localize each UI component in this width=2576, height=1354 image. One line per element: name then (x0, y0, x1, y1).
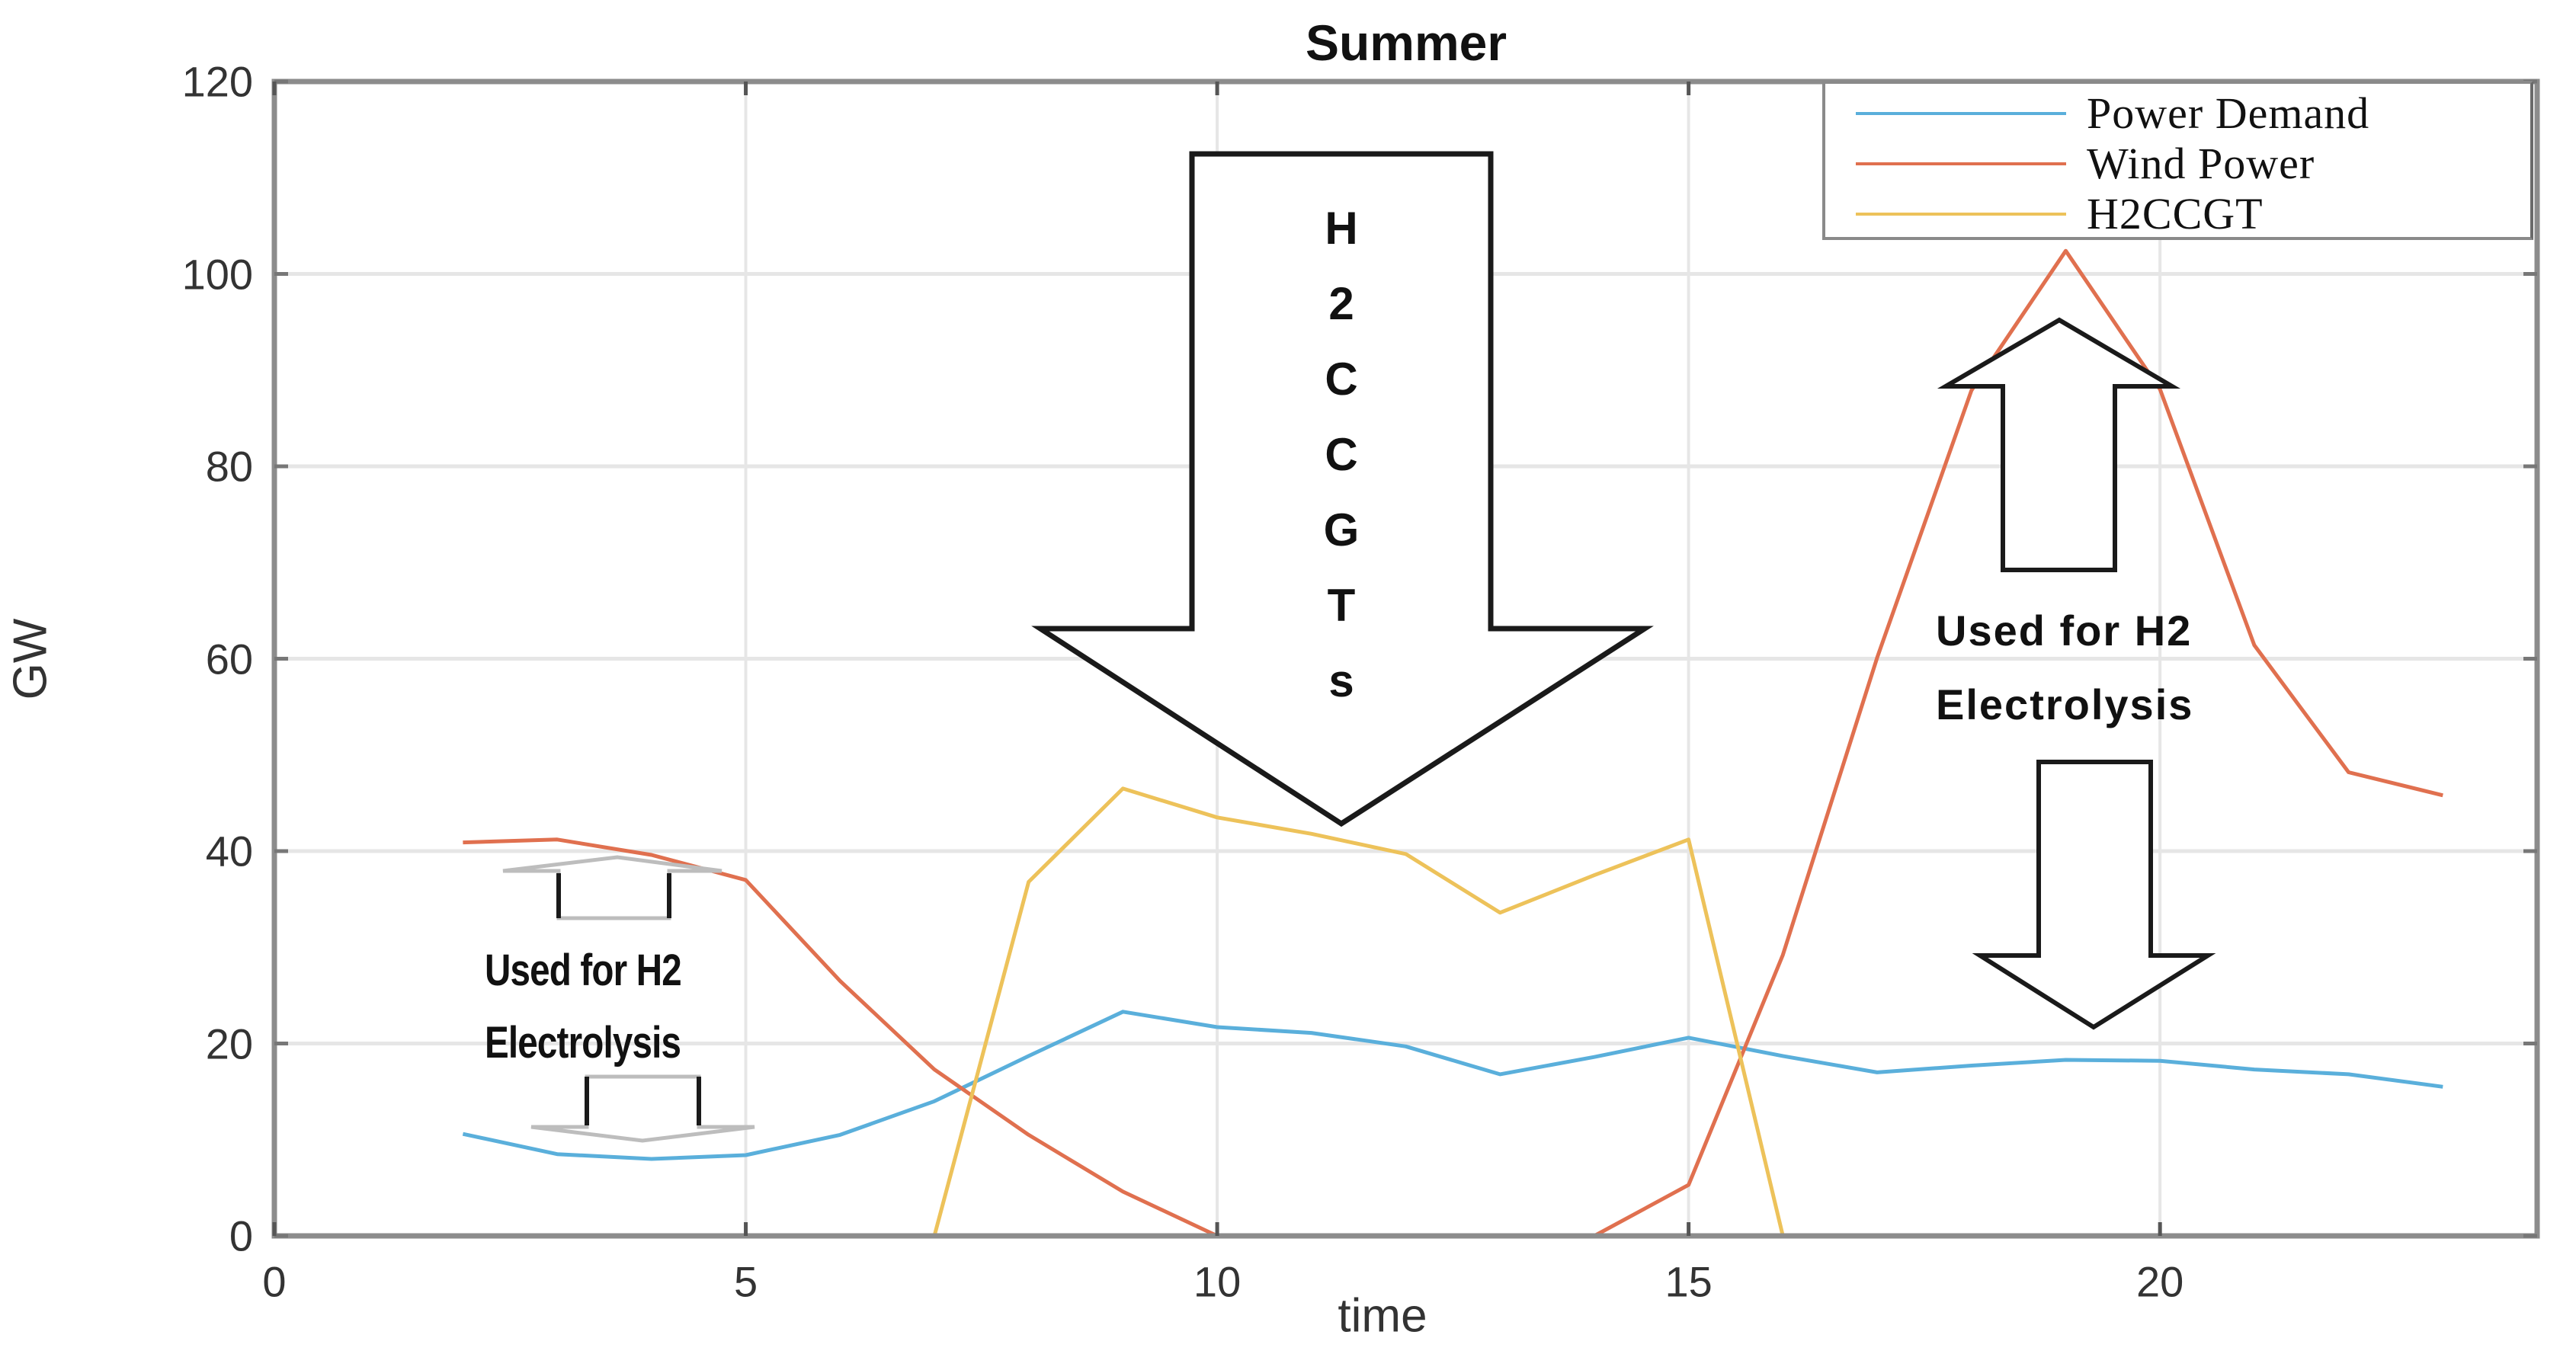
h2ccgts-vertical-label: H 2 C C G T s (1296, 190, 1387, 719)
legend-label: Wind Power (2087, 139, 2315, 188)
h2ccgt-down-arrow-icon (1031, 151, 1654, 827)
x-axis-label: time (1338, 1289, 1427, 1343)
chart-title: Summer (1305, 14, 1507, 71)
h2ccgts-letter: G (1323, 504, 1360, 555)
y-tick-label: 20 (205, 1020, 253, 1068)
y-tick-label: 40 (205, 827, 253, 875)
legend-item-power-demand: Power Demand (1825, 88, 2530, 139)
legend-item-wind-power: Wind Power (1825, 139, 2530, 189)
series-line-power-demand (462, 1010, 2443, 1161)
right-annotation-line1: Used for H2 (1936, 607, 2193, 655)
right-up-arrow-icon (1937, 317, 2181, 572)
x-tick-label: 5 (733, 1257, 758, 1306)
h2ccgts-letter: s (1328, 655, 1354, 706)
left-annotation-line2: Electrolysis (485, 1018, 681, 1068)
right-annotation-line2: Electrolysis (1936, 680, 2194, 728)
x-tick-label: 0 (262, 1257, 287, 1306)
legend-swatch-h2ccgt (1856, 213, 2066, 216)
legend-label: H2CCGT (2087, 189, 2264, 238)
left-up-arrow-icon (502, 855, 722, 920)
y-tick-label: 100 (181, 250, 253, 298)
legend-swatch-wind-power (1856, 162, 2066, 165)
x-tick-label: 15 (1664, 1257, 1713, 1306)
h2ccgts-letter: H (1325, 203, 1358, 254)
legend-swatch-power-demand (1856, 112, 2066, 115)
right-down-arrow-icon (1972, 760, 2216, 1030)
legend-item-h2ccgt: H2CCGT (1825, 189, 2530, 239)
y-tick-label: 120 (181, 57, 253, 106)
y-axis-label: GW (4, 618, 57, 700)
left-annotation-line1: Used for H2 (485, 946, 682, 995)
x-tick-label: 20 (2136, 1257, 2184, 1306)
legend-label: Power Demand (2087, 88, 2370, 138)
h2ccgts-letter: C (1325, 429, 1358, 480)
left-down-arrow-icon (530, 1074, 755, 1143)
x-tick-label: 10 (1193, 1257, 1242, 1306)
y-tick-label: 80 (205, 442, 253, 491)
y-tick-label: 60 (205, 635, 253, 683)
h2ccgts-letter: C (1325, 354, 1358, 405)
y-tick-label: 0 (229, 1212, 253, 1260)
legend: Power Demand Wind Power H2CCGT (1822, 81, 2533, 240)
axes-box (271, 78, 2540, 1239)
h2ccgts-letter: T (1327, 580, 1356, 631)
h2ccgts-letter: 2 (1328, 278, 1354, 329)
